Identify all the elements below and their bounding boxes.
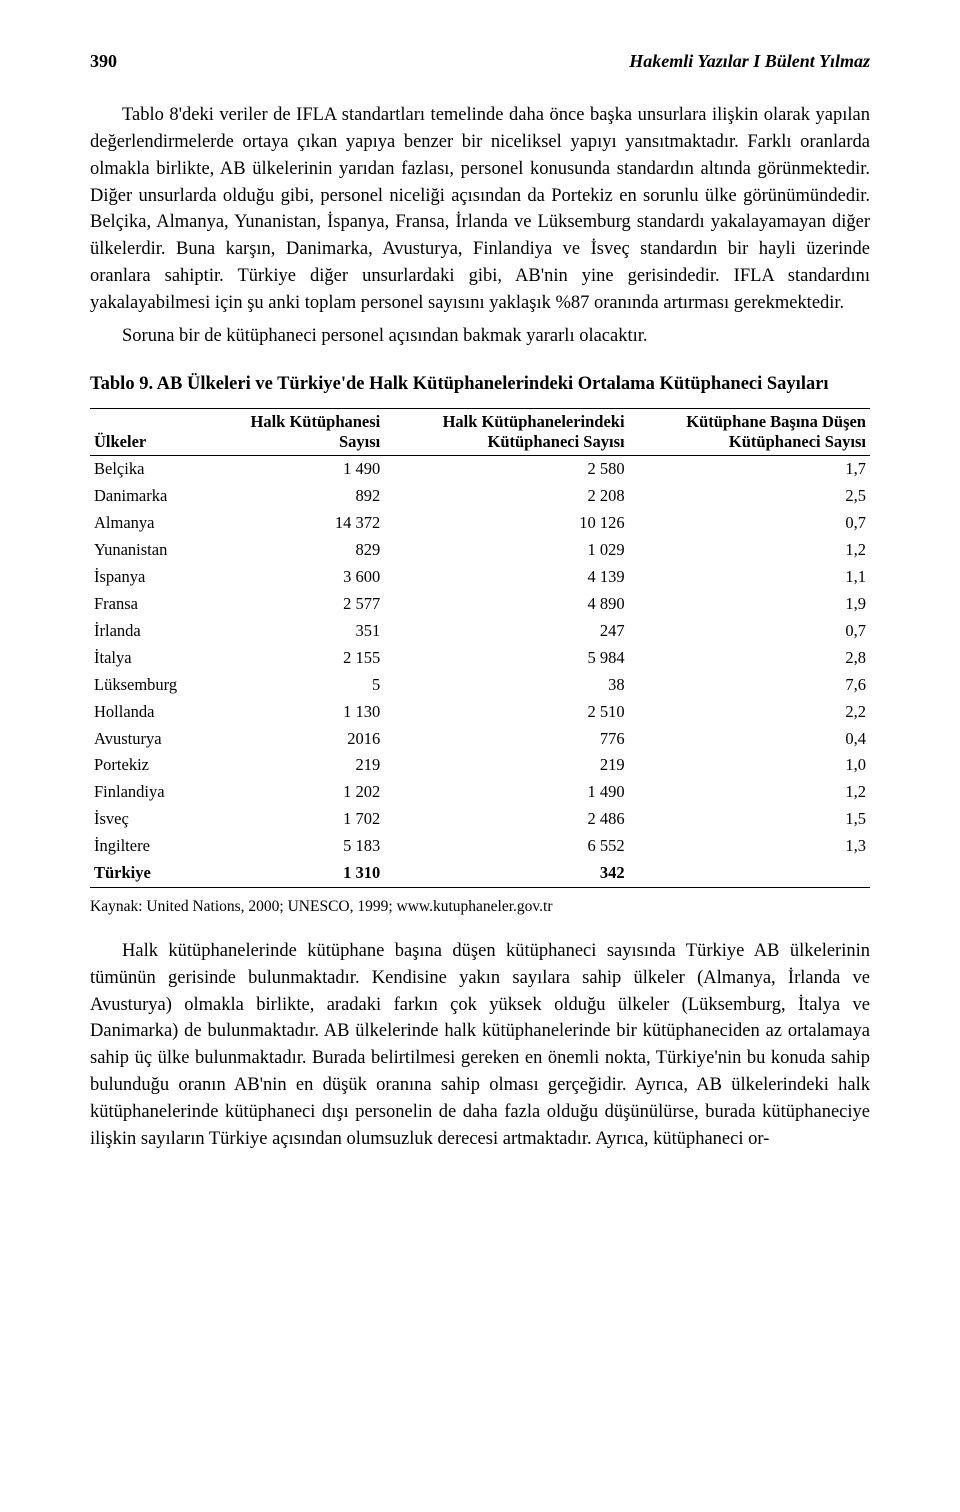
table-row: Lüksemburg5387,6 (90, 671, 870, 698)
table-row: Almanya14 37210 1260,7 (90, 510, 870, 537)
cell-libs: 351 (207, 617, 384, 644)
cell-librarians: 342 (384, 860, 628, 887)
cell-libs: 14 372 (207, 510, 384, 537)
cell-country: İrlanda (90, 617, 207, 644)
table-row: Yunanistan8291 0291,2 (90, 537, 870, 564)
cell-country: Lüksemburg (90, 671, 207, 698)
table-row: Türkiye1 310342 (90, 860, 870, 887)
cell-libs: 2 155 (207, 644, 384, 671)
cell-ratio: 1,9 (629, 590, 870, 617)
cell-ratio: 1,0 (629, 752, 870, 779)
cell-ratio: 1,3 (629, 833, 870, 860)
table-row: Portekiz2192191,0 (90, 752, 870, 779)
cell-libs: 3 600 (207, 564, 384, 591)
cell-country: İngiltere (90, 833, 207, 860)
body-paragraph: Halk kütüphanelerinde kütüphane başına d… (90, 938, 870, 1153)
cell-country: Yunanistan (90, 537, 207, 564)
table-row: İrlanda3512470,7 (90, 617, 870, 644)
table-row: Fransa2 5774 8901,9 (90, 590, 870, 617)
col-header-libs: Halk Kütüphanesi Sayısı (207, 409, 384, 456)
cell-librarians: 38 (384, 671, 628, 698)
cell-ratio: 1,2 (629, 779, 870, 806)
cell-ratio (629, 860, 870, 887)
table-caption-label: Tablo 9. (90, 374, 153, 394)
table-source: Kaynak: United Nations, 2000; UNESCO, 19… (90, 896, 870, 918)
table-caption-text: AB Ülkeleri ve Türkiye'de Halk Kütüphane… (153, 374, 829, 394)
cell-ratio: 2,8 (629, 644, 870, 671)
cell-country: Danimarka (90, 483, 207, 510)
cell-librarians: 247 (384, 617, 628, 644)
col-header-ratio: Kütüphane Başına Düşen Kütüphaneci Sayıs… (629, 409, 870, 456)
table-row: İngiltere5 1836 5521,3 (90, 833, 870, 860)
page-header: 390 Hakemli Yazılar I Bülent Yılmaz (90, 48, 870, 74)
page-number: 390 (90, 48, 117, 74)
table-row: Belçika1 4902 5801,7 (90, 455, 870, 482)
cell-ratio: 1,5 (629, 806, 870, 833)
cell-libs: 829 (207, 537, 384, 564)
cell-librarians: 1 029 (384, 537, 628, 564)
cell-country: Almanya (90, 510, 207, 537)
cell-librarians: 219 (384, 752, 628, 779)
table-row: Finlandiya1 2021 4901,2 (90, 779, 870, 806)
cell-librarians: 2 486 (384, 806, 628, 833)
cell-librarians: 4 890 (384, 590, 628, 617)
cell-libs: 5 (207, 671, 384, 698)
cell-ratio: 0,7 (629, 510, 870, 537)
col-header-countries: Ülkeler (90, 409, 207, 456)
cell-libs: 1 490 (207, 455, 384, 482)
cell-librarians: 6 552 (384, 833, 628, 860)
cell-librarians: 5 984 (384, 644, 628, 671)
cell-libs: 1 202 (207, 779, 384, 806)
table-row: Hollanda1 1302 5102,2 (90, 698, 870, 725)
cell-country: Portekiz (90, 752, 207, 779)
table-row: İsveç1 7022 4861,5 (90, 806, 870, 833)
cell-librarians: 2 580 (384, 455, 628, 482)
cell-librarians: 10 126 (384, 510, 628, 537)
cell-ratio: 1,7 (629, 455, 870, 482)
cell-librarians: 776 (384, 725, 628, 752)
cell-ratio: 0,7 (629, 617, 870, 644)
table-row: Danimarka8922 2082,5 (90, 483, 870, 510)
cell-librarians: 2 510 (384, 698, 628, 725)
cell-libs: 1 310 (207, 860, 384, 887)
cell-ratio: 7,6 (629, 671, 870, 698)
cell-ratio: 1,2 (629, 537, 870, 564)
cell-libs: 2 577 (207, 590, 384, 617)
table-row: İtalya2 1555 9842,8 (90, 644, 870, 671)
data-table: Ülkeler Halk Kütüphanesi Sayısı Halk Küt… (90, 408, 870, 887)
cell-ratio: 2,5 (629, 483, 870, 510)
table-row: İspanya3 6004 1391,1 (90, 564, 870, 591)
cell-ratio: 2,2 (629, 698, 870, 725)
cell-librarians: 2 208 (384, 483, 628, 510)
running-title: Hakemli Yazılar I Bülent Yılmaz (629, 48, 870, 74)
cell-librarians: 1 490 (384, 779, 628, 806)
cell-country: Hollanda (90, 698, 207, 725)
cell-librarians: 4 139 (384, 564, 628, 591)
cell-country: İtalya (90, 644, 207, 671)
cell-country: Finlandiya (90, 779, 207, 806)
cell-country: Belçika (90, 455, 207, 482)
cell-country: İspanya (90, 564, 207, 591)
cell-libs: 1 702 (207, 806, 384, 833)
body-paragraph: Soruna bir de kütüphaneci personel açısı… (90, 323, 870, 350)
cell-libs: 892 (207, 483, 384, 510)
cell-country: Türkiye (90, 860, 207, 887)
cell-ratio: 0,4 (629, 725, 870, 752)
cell-libs: 219 (207, 752, 384, 779)
table-row: Avusturya20167760,4 (90, 725, 870, 752)
cell-ratio: 1,1 (629, 564, 870, 591)
cell-libs: 1 130 (207, 698, 384, 725)
table-header-row: Ülkeler Halk Kütüphanesi Sayısı Halk Küt… (90, 409, 870, 456)
table-caption: Tablo 9. AB Ülkeleri ve Türkiye'de Halk … (90, 371, 870, 398)
cell-country: Avusturya (90, 725, 207, 752)
cell-country: İsveç (90, 806, 207, 833)
cell-libs: 5 183 (207, 833, 384, 860)
body-paragraph: Tablo 8'deki veriler de IFLA standartlar… (90, 102, 870, 317)
table-body: Belçika1 4902 5801,7Danimarka8922 2082,5… (90, 455, 870, 887)
col-header-librarians: Halk Kütüphanelerindeki Kütüphaneci Sayı… (384, 409, 628, 456)
cell-libs: 2016 (207, 725, 384, 752)
cell-country: Fransa (90, 590, 207, 617)
